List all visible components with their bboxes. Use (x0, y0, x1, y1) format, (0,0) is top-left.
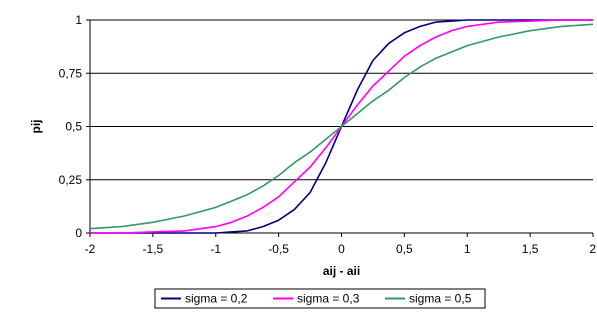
legend-box (154, 288, 486, 309)
y-tick-label-4: 1 (75, 13, 82, 27)
x-tick-label-8: 2 (589, 242, 596, 256)
gridlines (90, 19, 593, 181)
x-tick-label-2: -1 (210, 242, 221, 256)
x-tick-label-1: -1,5 (143, 242, 164, 256)
y-tick-label-3: 0,75 (59, 66, 83, 80)
legend-label-0: sigma = 0,2 (185, 292, 248, 306)
legend-label-1: sigma = 0,3 (297, 292, 360, 306)
tick-labels: 0 0,25 0,5 0,75 1 -2 -1,5 -1 -0,5 0 0,5 1 1,5 2 (59, 13, 597, 256)
y-tick-label-2: 0,5 (65, 120, 82, 134)
x-tick-label-6: 1 (464, 242, 471, 256)
y-tick-label-1: 0,25 (59, 173, 83, 187)
x-tick-label-0: -2 (85, 242, 96, 256)
x-tick-label-7: 1,5 (522, 242, 539, 256)
legend-label-2: sigma = 0,5 (409, 292, 472, 306)
series-line-2 (89, 23, 594, 230)
y-axis-title: pij (29, 120, 43, 134)
legend: sigma = 0,2 sigma = 0,3 sigma = 0,5 (154, 288, 486, 309)
x-tick-label-5: 0,5 (396, 242, 413, 256)
x-tick-label-4: 0 (338, 242, 345, 256)
y-tick-label-0: 0 (75, 226, 82, 240)
x-axis-title: aij - aii (323, 264, 360, 278)
series-lines (89, 19, 594, 234)
x-tick-label-3: -0,5 (268, 242, 289, 256)
